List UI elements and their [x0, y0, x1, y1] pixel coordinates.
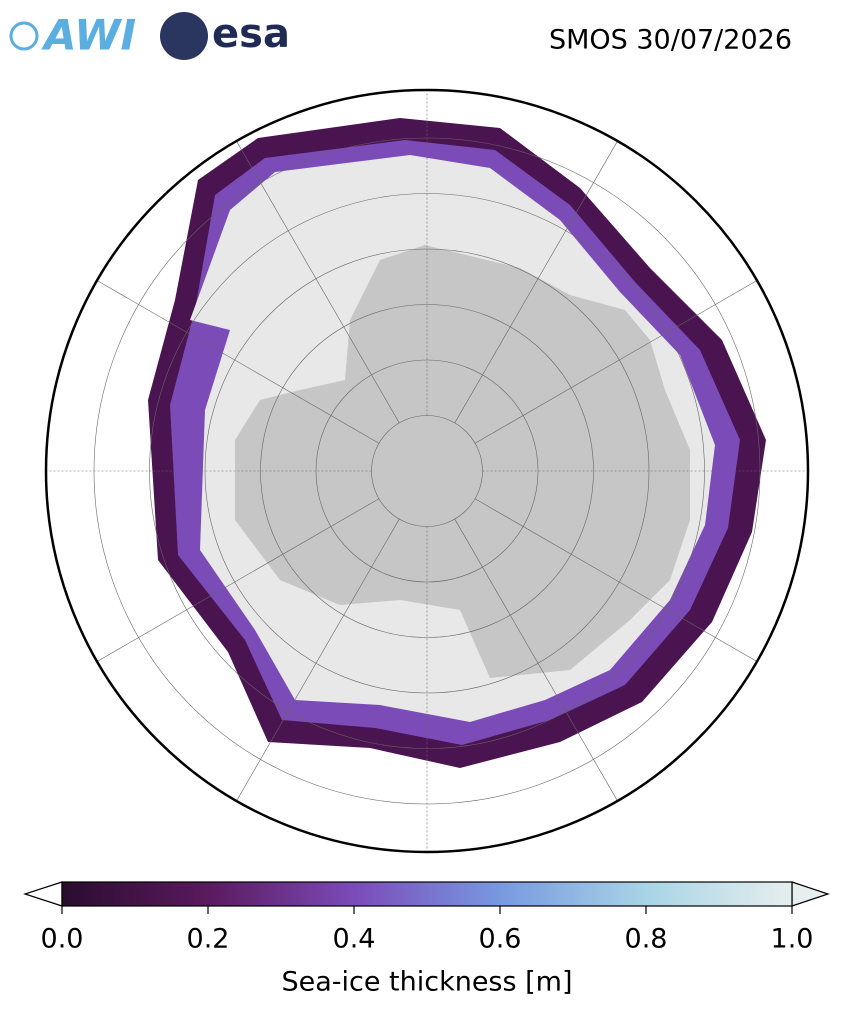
latitude-circle [260, 304, 594, 638]
colorbar-tick-label: 0.2 [187, 924, 230, 955]
latitude-circle [315, 359, 539, 583]
colorbar-ramp [61, 881, 793, 907]
meridian [236, 140, 400, 424]
esa-logo: esa [212, 11, 290, 57]
colorbar-tick-label: 0.6 [479, 924, 522, 955]
colorbar-extend-low [23, 881, 63, 907]
colorbar-tick-label: 0.4 [333, 924, 376, 955]
colorbar-tick-label: 1.0 [771, 924, 814, 955]
graticule [46, 90, 808, 852]
latitude-circle [204, 248, 650, 694]
title: SMOS 30/07/2026 [549, 25, 792, 56]
awi-logo: AWI [41, 11, 136, 60]
esa-globe [160, 12, 208, 60]
meridian [96, 498, 380, 662]
meridian [474, 280, 758, 444]
colorbar-tick-label: 0.8 [625, 924, 668, 955]
map [46, 90, 808, 852]
logos: AWI esa [9, 11, 290, 60]
antarctica [235, 245, 690, 678]
colorbar-tick-label: 0.0 [41, 924, 84, 955]
colorbar-extend-high [791, 881, 830, 907]
meridian [96, 280, 380, 444]
meridian [454, 518, 618, 802]
meridian [474, 498, 758, 662]
map-frame [44, 88, 810, 854]
meridian [236, 518, 400, 802]
colorbar-label: Sea-ice thickness [m] [281, 967, 572, 998]
meridian [454, 140, 618, 424]
awi-globe [9, 21, 39, 51]
colorbar: 0.0 0.2 0.4 0.6 0.8 1.0 [23, 881, 830, 955]
